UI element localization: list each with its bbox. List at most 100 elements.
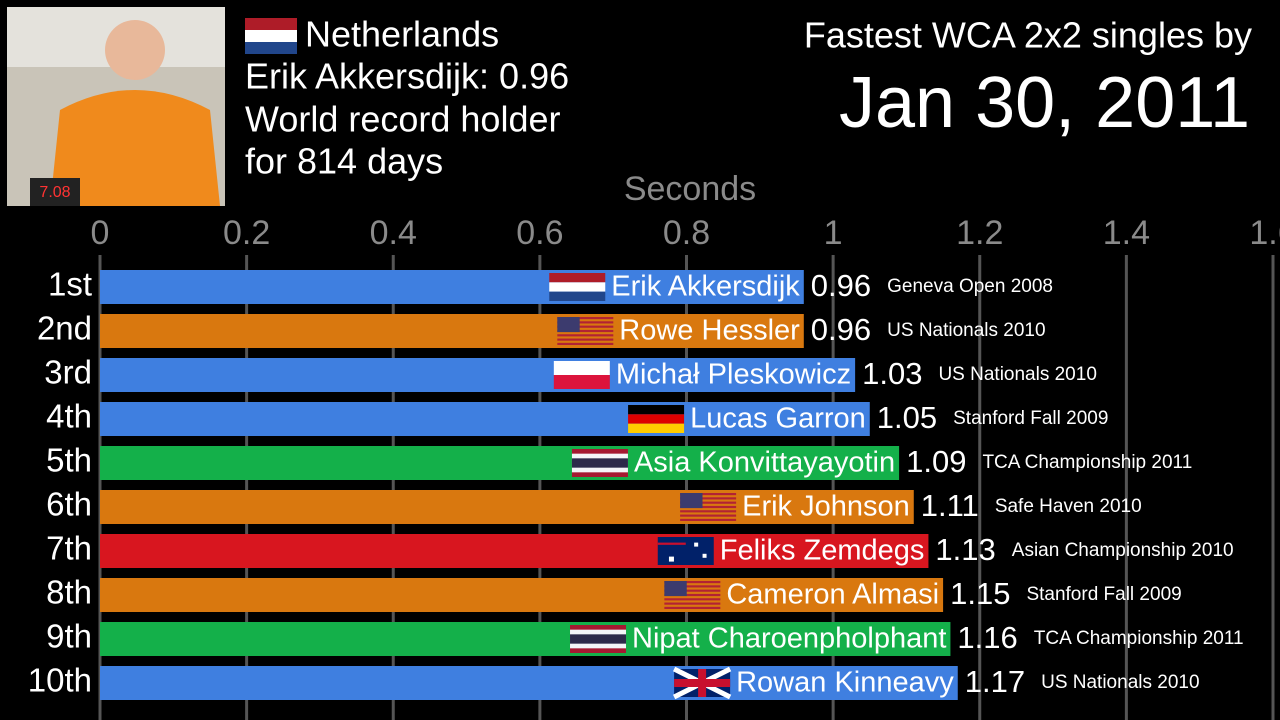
y-tick-label: 5th — [46, 442, 92, 479]
competition: US Nationals 2010 — [938, 364, 1096, 385]
flag-part — [680, 501, 737, 504]
value-label: 1.03 — [862, 356, 922, 391]
y-tick-label: 7th — [46, 530, 92, 567]
flag — [549, 273, 606, 301]
bar-name: Rowe Hessler — [619, 315, 800, 347]
flag-part — [664, 581, 687, 597]
flag-part — [553, 361, 610, 375]
x-tick-label: 1.4 — [1103, 214, 1150, 252]
value-label: 1.05 — [877, 400, 937, 435]
bar-name: Nipat Charoenpholphant — [632, 623, 946, 655]
x-tick-label: 1 — [824, 214, 843, 252]
bar-name: Erik Johnson — [742, 491, 910, 523]
flag-part — [628, 414, 685, 424]
flag-part — [557, 317, 580, 333]
nl-flag — [245, 18, 297, 54]
flag — [553, 361, 610, 389]
flag-part — [571, 458, 628, 468]
flag — [664, 581, 721, 609]
bar — [100, 402, 870, 436]
value-label: 1.17 — [965, 664, 1025, 699]
value-label: 1.11 — [921, 488, 979, 523]
flag-part — [680, 510, 737, 513]
flag — [672, 666, 732, 700]
bar — [100, 490, 914, 524]
bar-name: Asia Konvittayayotin — [634, 447, 895, 479]
value-label: 1.09 — [906, 444, 966, 479]
bar-name: Feliks Zemdegs — [720, 535, 925, 567]
y-tick-label: 2nd — [37, 310, 92, 347]
flag-part — [549, 282, 606, 292]
x-tick-label: 0.4 — [370, 214, 417, 252]
y-tick-label: 9th — [46, 618, 92, 655]
flag-part — [628, 405, 685, 415]
flag-part — [664, 581, 721, 584]
info: for 814 days — [245, 141, 443, 182]
flag-part — [657, 542, 686, 545]
competition: Geneva Open 2008 — [887, 276, 1053, 297]
value-label: 0.96 — [811, 268, 871, 303]
svg-text:7.08: 7.08 — [39, 184, 70, 201]
bar — [100, 666, 958, 700]
flag-part — [557, 325, 614, 328]
bar-name: Cameron Almasi — [726, 579, 939, 611]
competition: TCA Championship 2011 — [1034, 628, 1244, 649]
flag-part — [557, 321, 614, 324]
country: Netherlands — [305, 14, 499, 55]
flag-part — [628, 423, 685, 433]
flag-part — [557, 342, 614, 345]
flag-part — [553, 375, 610, 389]
x-tick-label: 1.2 — [956, 214, 1003, 252]
flag-part — [570, 634, 627, 644]
flag-part — [694, 542, 699, 547]
flag-part — [664, 585, 721, 588]
flag — [571, 449, 628, 477]
photo: 7.08 — [7, 7, 225, 206]
y-tick-label: 6th — [46, 486, 92, 523]
y-tick-label: 1st — [48, 266, 92, 303]
bar — [100, 446, 900, 480]
flag-part — [664, 606, 721, 609]
bar — [100, 578, 944, 612]
flag — [657, 537, 714, 565]
chart-title: Fastest WCA 2x2 singles by — [804, 15, 1252, 56]
flag-part — [680, 514, 737, 517]
value-label: 1.16 — [957, 620, 1017, 655]
x-tick-label: 1.6 — [1249, 214, 1280, 252]
value-label: 1.13 — [935, 532, 995, 567]
bar-name: Michał Pleskowicz — [616, 359, 851, 391]
flag-part — [657, 537, 714, 565]
flag-part — [668, 556, 674, 562]
y-tick-label: 3rd — [44, 354, 92, 391]
bar-name: Rowan Kinneavy — [736, 667, 954, 699]
value-label: 1.15 — [950, 576, 1010, 611]
x-axis-label: Seconds — [624, 170, 756, 208]
competition: TCA Championship 2011 — [982, 452, 1192, 473]
y-tick-label: 10th — [28, 662, 92, 699]
x-tick-label: 0 — [91, 214, 110, 252]
flag-part — [549, 273, 606, 283]
info: World record holder — [245, 99, 560, 140]
flag-part — [549, 291, 606, 301]
bar — [100, 358, 856, 392]
bar — [100, 314, 804, 348]
flag-part — [702, 553, 707, 558]
competition: US Nationals 2010 — [887, 320, 1045, 341]
flag-part — [557, 334, 614, 337]
flag-part — [680, 505, 737, 509]
x-tick-label: 0.6 — [516, 214, 563, 252]
flag — [628, 405, 685, 433]
bar-name: Lucas Garron — [690, 403, 866, 435]
y-tick-label: 4th — [46, 398, 92, 435]
flag-part — [680, 493, 703, 509]
bar — [100, 622, 951, 656]
flag — [557, 317, 614, 345]
holder: Erik Akkersdijk: 0.96 — [245, 56, 569, 97]
flag-part — [664, 593, 721, 597]
flag-part — [557, 329, 614, 333]
flag-part — [664, 602, 721, 605]
flag-part — [674, 679, 731, 687]
flag-part — [664, 598, 721, 601]
bar — [100, 270, 804, 304]
